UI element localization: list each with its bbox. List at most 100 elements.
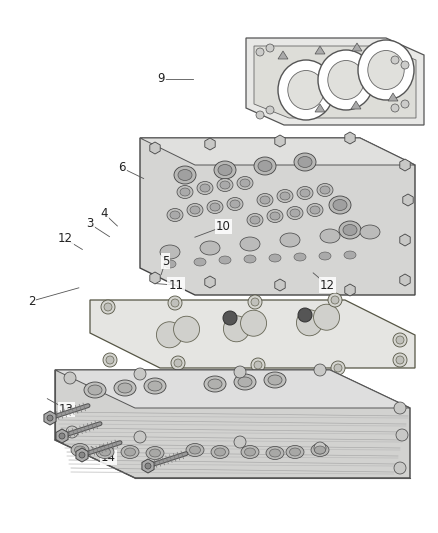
Ellipse shape xyxy=(96,446,114,458)
Ellipse shape xyxy=(278,60,334,120)
Ellipse shape xyxy=(230,200,240,208)
Ellipse shape xyxy=(266,447,284,459)
Ellipse shape xyxy=(319,252,331,260)
Polygon shape xyxy=(315,46,325,54)
Polygon shape xyxy=(246,38,424,125)
Ellipse shape xyxy=(177,185,193,198)
Ellipse shape xyxy=(180,188,190,196)
Polygon shape xyxy=(56,429,68,443)
Ellipse shape xyxy=(280,233,300,247)
Ellipse shape xyxy=(148,381,162,391)
Circle shape xyxy=(297,310,322,336)
Ellipse shape xyxy=(164,260,176,268)
Ellipse shape xyxy=(368,51,404,90)
Circle shape xyxy=(298,308,312,322)
Circle shape xyxy=(66,426,78,438)
Ellipse shape xyxy=(269,254,281,262)
Ellipse shape xyxy=(297,187,313,199)
Ellipse shape xyxy=(217,179,233,191)
Ellipse shape xyxy=(277,190,293,203)
Polygon shape xyxy=(388,93,398,101)
Circle shape xyxy=(47,415,53,421)
Ellipse shape xyxy=(267,209,283,222)
Ellipse shape xyxy=(318,50,374,110)
Ellipse shape xyxy=(333,199,347,211)
Polygon shape xyxy=(400,274,410,286)
Ellipse shape xyxy=(288,70,324,109)
Ellipse shape xyxy=(328,61,364,100)
Circle shape xyxy=(396,336,404,344)
Ellipse shape xyxy=(237,176,253,190)
Circle shape xyxy=(145,463,151,469)
Ellipse shape xyxy=(118,383,132,393)
Circle shape xyxy=(266,106,274,114)
Polygon shape xyxy=(351,101,361,109)
Ellipse shape xyxy=(257,193,273,206)
Ellipse shape xyxy=(260,196,270,204)
Polygon shape xyxy=(140,138,415,295)
Ellipse shape xyxy=(344,251,356,259)
Ellipse shape xyxy=(149,449,160,457)
Text: 10: 10 xyxy=(216,220,231,233)
Polygon shape xyxy=(76,448,88,462)
Ellipse shape xyxy=(160,245,180,259)
Polygon shape xyxy=(345,284,355,296)
Circle shape xyxy=(314,304,339,330)
Polygon shape xyxy=(140,138,415,165)
Polygon shape xyxy=(254,46,416,118)
Ellipse shape xyxy=(71,443,89,456)
Ellipse shape xyxy=(270,212,280,220)
Ellipse shape xyxy=(144,378,166,394)
Circle shape xyxy=(173,316,200,342)
Text: 12: 12 xyxy=(57,232,72,245)
Ellipse shape xyxy=(88,385,102,395)
Ellipse shape xyxy=(220,181,230,189)
Ellipse shape xyxy=(197,182,213,195)
Ellipse shape xyxy=(170,211,180,219)
Ellipse shape xyxy=(320,186,330,194)
Ellipse shape xyxy=(247,214,263,227)
Polygon shape xyxy=(150,142,160,154)
Ellipse shape xyxy=(211,446,229,458)
Ellipse shape xyxy=(264,372,286,388)
Circle shape xyxy=(314,364,326,376)
Circle shape xyxy=(156,322,183,348)
Ellipse shape xyxy=(215,448,226,456)
Circle shape xyxy=(234,366,246,378)
Polygon shape xyxy=(142,459,154,473)
Polygon shape xyxy=(352,43,362,51)
Ellipse shape xyxy=(121,446,139,458)
Circle shape xyxy=(134,431,146,443)
Circle shape xyxy=(171,299,179,307)
Ellipse shape xyxy=(250,216,260,224)
Ellipse shape xyxy=(290,448,300,456)
Circle shape xyxy=(334,364,342,372)
Circle shape xyxy=(168,296,182,310)
Polygon shape xyxy=(275,279,285,291)
Ellipse shape xyxy=(300,189,310,197)
Ellipse shape xyxy=(99,448,110,456)
Polygon shape xyxy=(90,300,415,368)
Ellipse shape xyxy=(310,206,320,214)
Text: 11: 11 xyxy=(169,279,184,292)
Text: 12: 12 xyxy=(320,279,335,292)
Ellipse shape xyxy=(74,446,85,454)
Polygon shape xyxy=(403,194,413,206)
Ellipse shape xyxy=(269,449,280,457)
Ellipse shape xyxy=(124,448,135,456)
Polygon shape xyxy=(55,370,410,408)
Ellipse shape xyxy=(84,382,106,398)
Ellipse shape xyxy=(194,258,206,266)
Circle shape xyxy=(393,353,407,367)
Ellipse shape xyxy=(294,153,316,171)
Text: 14: 14 xyxy=(101,451,116,464)
Circle shape xyxy=(251,358,265,372)
Text: 5: 5 xyxy=(162,255,169,268)
Text: 4: 4 xyxy=(100,207,108,220)
Ellipse shape xyxy=(207,200,223,214)
Circle shape xyxy=(394,462,406,474)
Ellipse shape xyxy=(240,179,250,187)
Polygon shape xyxy=(400,234,410,246)
Ellipse shape xyxy=(320,229,340,243)
Circle shape xyxy=(174,359,182,367)
